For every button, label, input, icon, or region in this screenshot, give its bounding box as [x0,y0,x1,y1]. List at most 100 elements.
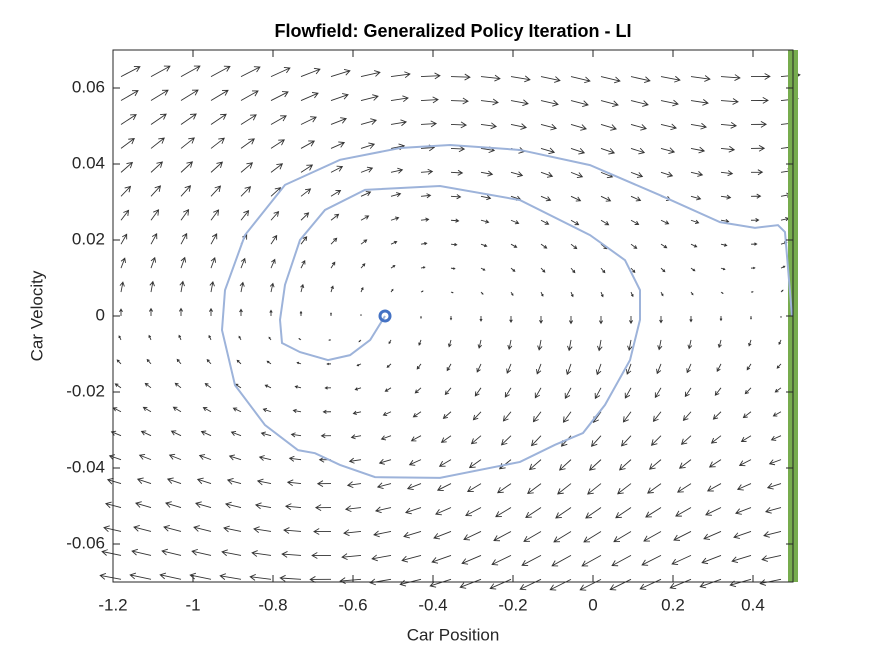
x-axis-label: Car Position [407,625,500,644]
flow-arrow [348,457,362,464]
flow-arrow [371,554,392,562]
flow-arrow [618,459,632,471]
flow-arrow [585,507,602,519]
flow-arrow [617,483,632,495]
flow-arrow [330,285,334,293]
flow-arrow [761,554,782,562]
flow-arrow [660,75,681,83]
flow-arrow [270,115,287,125]
flow-arrow [269,282,275,293]
flow-arrow [378,458,392,465]
flow-arrow [480,195,492,201]
flow-arrow [540,147,556,155]
flow-arrow [444,387,452,396]
flow-arrow [736,483,752,491]
flow-arrow [570,243,578,250]
flow-arrow [390,240,398,245]
flow-arrow [534,387,542,399]
flow-arrow [150,65,171,77]
flow-arrow [446,363,452,372]
flow-arrow [493,531,512,542]
flow-arrow [206,358,212,365]
y-tick-label: 0.02 [72,229,105,248]
flow-arrow [675,507,692,517]
flow-arrow [202,407,212,413]
flow-arrow [562,411,572,423]
y-tick-label: -0.04 [66,457,105,476]
flow-arrow [506,363,512,374]
flow-arrow [300,259,306,269]
flow-arrow [673,531,692,541]
flow-arrow [686,363,692,374]
x-tick-label: -0.2 [498,595,527,614]
flow-arrow [264,384,272,389]
flow-arrow [641,554,662,566]
flow-arrow [270,163,284,173]
flow-arrow [509,316,513,324]
flow-arrow [329,312,333,316]
flow-arrow [262,408,272,413]
flow-arrow [418,339,422,346]
flow-arrow [660,219,670,225]
flow-arrow [240,138,255,149]
x-tick-label: -1.2 [98,595,127,614]
flow-arrow [489,578,512,590]
flow-arrow [236,359,242,365]
flow-arrow [341,553,362,561]
flow-arrow [650,435,662,446]
flow-arrow [433,531,452,540]
flow-arrow [468,459,482,469]
flow-arrow [660,171,674,178]
flow-arrow [420,316,422,319]
flow-arrow [420,193,432,199]
x-tick-label: -0.4 [418,595,447,614]
flow-arrow [720,170,734,177]
flow-arrow [530,435,542,447]
flow-arrow [420,96,439,104]
flow-arrow [581,555,602,567]
flow-arrow [178,307,184,316]
x-tick-label: -0.8 [258,595,287,614]
flow-arrow [449,316,453,321]
y-tick-label: -0.06 [66,533,105,552]
flow-arrow [374,506,392,514]
y-axis-label: Car Velocity [27,270,46,361]
flow-arrow [466,483,482,493]
flow-arrow [148,334,152,341]
flow-arrow [210,89,229,101]
flow-arrow [647,483,662,494]
flow-arrow [390,288,394,293]
flow-arrow [330,165,344,173]
flow-arrow [630,171,644,178]
flow-arrow [765,507,782,514]
flow-arrow [450,267,456,270]
flow-arrow [720,243,728,247]
flow-arrow [131,548,152,556]
y-tick-label: 0.04 [72,153,105,172]
flow-arrow [266,360,272,365]
flow-arrow [284,503,302,510]
flow-arrow [144,382,152,389]
flow-arrow [463,531,482,541]
flow-arrow [344,505,362,513]
flow-arrow [309,576,332,583]
flow-arrow [168,453,182,461]
flow-arrow [450,169,464,176]
flow-arrow [472,411,482,421]
flow-arrow [690,195,702,201]
flow-arrow [431,554,452,564]
flow-arrow [300,236,308,245]
flow-arrow [416,363,422,370]
flow-arrow [403,531,422,539]
flow-arrow [209,280,215,293]
flow-arrow [106,477,122,485]
flow-arrow [474,387,482,397]
flow-arrow [750,193,762,199]
flow-arrow [600,195,612,202]
flow-arrow [390,71,411,79]
flow-arrow [150,113,167,125]
flow-arrow [510,171,524,178]
flow-arrow [358,339,362,343]
flow-arrow [330,93,349,101]
flow-arrow [620,435,632,447]
